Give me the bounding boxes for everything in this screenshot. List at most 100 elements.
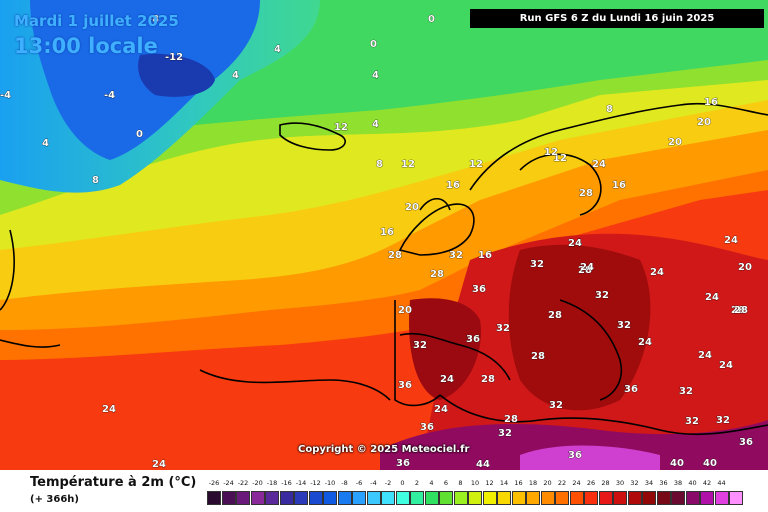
- scale-tick-label: 30: [615, 479, 625, 487]
- scale-swatch: [337, 491, 352, 505]
- value-label: 16: [446, 180, 460, 191]
- scale-swatch: [627, 491, 642, 505]
- value-label: 28: [388, 250, 402, 261]
- scale-swatch: [221, 491, 236, 505]
- value-label: -12: [165, 52, 183, 63]
- value-label: 24: [568, 238, 582, 249]
- scale-tick-label: 38: [673, 479, 683, 487]
- value-label: 32: [498, 428, 512, 439]
- value-label: 4: [372, 119, 379, 130]
- scale-swatch: [366, 491, 381, 505]
- scale-swatch: [279, 491, 294, 505]
- value-label: 28: [430, 269, 444, 280]
- value-label: 12: [401, 159, 415, 170]
- value-label: 12: [544, 147, 558, 158]
- value-label: 44: [476, 459, 490, 470]
- value-labels: -12 -8 -4 -4 0 0 0 4 4 4 4 4 8 8 8 12 12…: [0, 14, 753, 470]
- scale-tick-label: -20: [252, 479, 263, 487]
- scale-tick-label: -6: [355, 479, 363, 487]
- scale-swatch: [308, 491, 323, 505]
- value-label: -4: [0, 90, 11, 101]
- scale-swatch: [569, 491, 584, 505]
- scale-swatch: [482, 491, 497, 505]
- scale-swatch: [236, 491, 250, 505]
- legend-subtitle: (+ 366h): [30, 494, 79, 505]
- scale-swatch: [250, 491, 265, 505]
- scale-tick-label: 34: [644, 479, 654, 487]
- scale-tick-label: -16: [281, 479, 292, 487]
- scale-tick-label: -12: [310, 479, 321, 487]
- run-info: Run GFS 6 Z du Lundi 16 juin 2025: [470, 9, 764, 28]
- scale-tick-label: -18: [266, 479, 278, 487]
- value-label: 16: [704, 97, 718, 108]
- scale-tick-label: 20: [543, 479, 552, 487]
- value-label: 32: [413, 340, 427, 351]
- value-label: 24: [724, 235, 738, 246]
- value-label: 32: [595, 290, 609, 301]
- band-iberia-hot: [409, 298, 481, 400]
- value-label: 20: [668, 137, 682, 148]
- coastlines: [0, 102, 768, 436]
- value-label: 16: [380, 227, 394, 238]
- scale-tick-label: 10: [470, 479, 480, 487]
- value-label: 8: [606, 104, 613, 115]
- value-label: 12: [334, 122, 348, 133]
- value-label: 28: [734, 305, 748, 316]
- value-label: 32: [679, 386, 693, 397]
- scale-tick-label: 16: [514, 479, 523, 487]
- scale-tick-label: 12: [485, 479, 494, 487]
- value-label: 24: [650, 267, 664, 278]
- value-label: 4: [274, 44, 281, 55]
- scale-tick-label: 18: [528, 479, 538, 487]
- value-label: 24: [705, 292, 719, 303]
- scale-tick-label: 28: [601, 479, 610, 487]
- value-label: 16: [478, 250, 492, 261]
- band-greenland-deep: [138, 53, 215, 97]
- band-africa-magenta: [520, 445, 660, 470]
- band-maroon: [508, 244, 651, 411]
- scale-swatch: [265, 491, 279, 505]
- value-label: 36: [420, 422, 434, 433]
- value-label: 4: [372, 70, 379, 81]
- scale-swatch: [642, 491, 656, 505]
- scale-swatch: [352, 491, 366, 505]
- scale-swatch: [613, 491, 627, 505]
- scale-swatch: [207, 491, 221, 505]
- value-label: 36: [568, 450, 582, 461]
- scale-swatch: [410, 491, 424, 505]
- value-label: 36: [472, 284, 486, 295]
- scale-tick-label: -24: [223, 479, 234, 487]
- scale-tick-label: 2: [414, 479, 420, 487]
- value-label: 20: [697, 117, 711, 128]
- value-label: 28: [531, 351, 545, 362]
- value-label: 24: [719, 360, 733, 371]
- band-africa-purple: [380, 420, 768, 470]
- value-label: 20: [398, 305, 412, 316]
- value-label: 24: [568, 238, 582, 249]
- value-label: 32: [530, 259, 544, 270]
- value-label: -4: [104, 90, 115, 101]
- scale-swatch: [439, 491, 453, 505]
- scale-tick-label: 22: [557, 479, 567, 487]
- value-label: 28: [504, 414, 518, 425]
- value-label: 32: [449, 250, 463, 261]
- value-label: 12: [469, 159, 483, 170]
- legend-title: Température à 2m (°C): [30, 475, 197, 490]
- value-label: 36: [739, 437, 753, 448]
- scale-swatch: [424, 491, 439, 505]
- value-label: 24: [434, 404, 448, 415]
- value-label: 12: [553, 153, 567, 164]
- scale-swatch: [714, 491, 729, 505]
- map-graphic: -12 -8 -4 -4 0 0 0 4 4 4 4 4 8 8 8 12 12…: [0, 0, 768, 470]
- value-label: 32: [685, 416, 699, 427]
- scale-swatch: [729, 491, 743, 505]
- value-label: 40: [670, 458, 684, 469]
- scale-tick-label: -2: [384, 479, 392, 487]
- value-label: 40: [703, 458, 717, 469]
- value-label: 24: [152, 459, 166, 470]
- value-label: 8: [376, 159, 383, 170]
- scale-swatch: [294, 491, 308, 505]
- value-label: 28: [731, 305, 745, 316]
- scale-tick-label: -8: [341, 479, 348, 487]
- scale-tick-label: 8: [458, 479, 463, 487]
